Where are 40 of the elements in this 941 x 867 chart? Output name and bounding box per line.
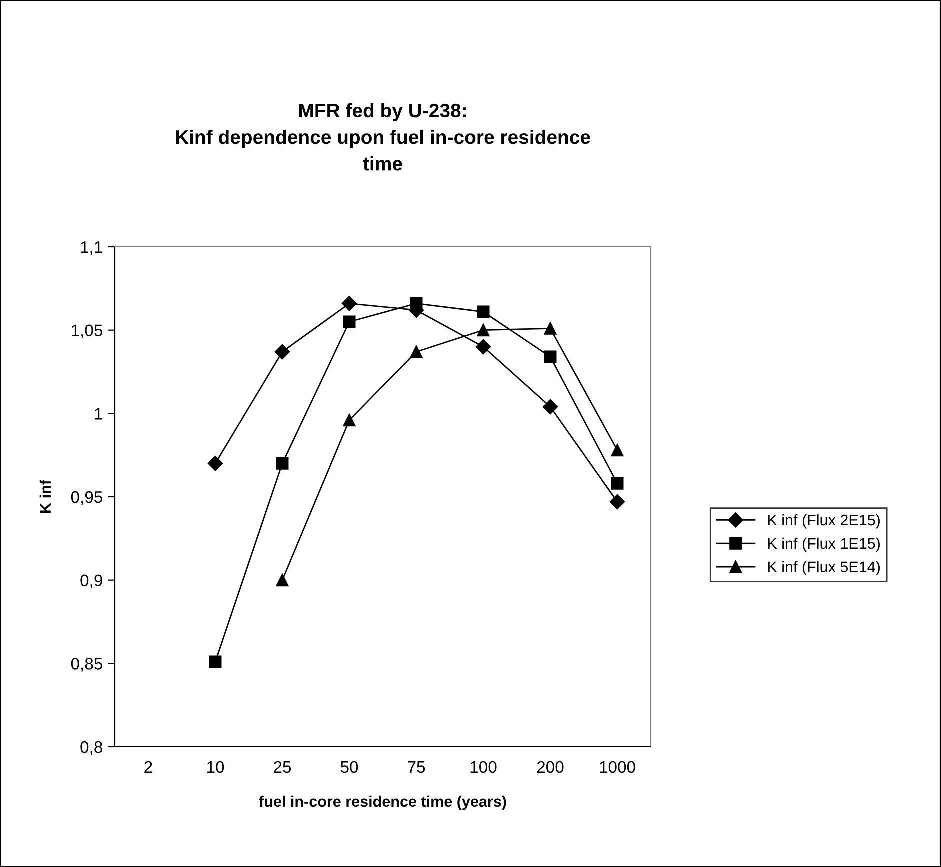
y-tick-label: 0,85 [71,658,102,672]
point [410,346,423,358]
x-tick-label: 1000 [600,761,636,774]
y-tick-label: 0,9 [80,574,102,589]
x-tick-label: 200 [537,761,564,774]
point [209,656,222,668]
chart-title: MFR fed by U-238: Kinf dependence upon fuel in-core residence time [176,103,590,171]
point [276,457,289,470]
y-tick-label: 1 [95,408,102,420]
legend-label: K inf (Flux 1E15) [768,538,880,552]
y-tick-label: 1,05 [72,324,102,339]
point [343,414,356,427]
point [611,444,624,457]
point [477,324,490,337]
point [342,296,358,312]
legend-label: K inf (Flux 5E14) [768,561,880,576]
x-tick-label: 25 [274,761,292,774]
point [208,456,224,472]
x-axis-title: fuel in-core residence time (years) [259,796,506,810]
y-tick-label: 0,8 [80,741,102,756]
point [276,574,289,587]
point [274,344,290,360]
point [610,494,626,510]
x-tick-label: 50 [340,761,358,774]
point [476,339,492,355]
x-tick-label: 10 [208,761,224,774]
x-tick-label: 2 [144,761,152,773]
legend-label: K inf (Flux 2E15) [768,514,880,529]
point [410,297,423,310]
point [544,322,557,335]
y-tick-label: 0,95 [71,491,102,506]
point [542,399,558,415]
point [611,477,624,490]
y-axis-title: K inf [40,480,51,513]
x-tick-label: 100 [470,761,497,774]
y-tick-label: 1,1 [81,242,102,256]
point [477,306,490,318]
point [343,316,356,328]
x-tick-label: 75 [408,762,426,774]
point [544,350,557,364]
